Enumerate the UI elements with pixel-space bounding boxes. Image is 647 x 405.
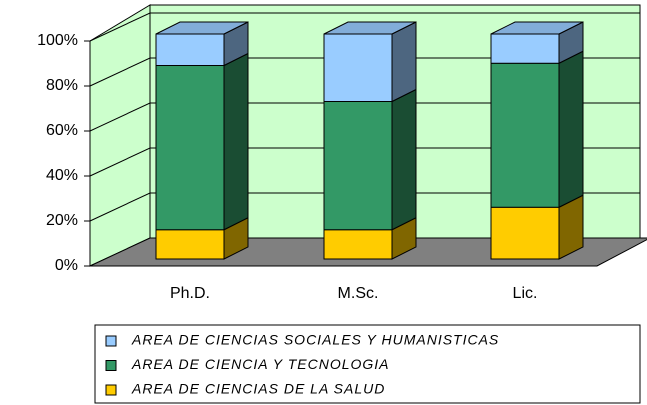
grid-line [89,57,640,87]
legend-swatch [105,384,117,396]
grid-line [89,12,640,42]
bar-side [223,52,249,231]
legend [94,324,641,404]
grid-line [89,102,640,132]
bar-top [323,21,417,35]
bar-top [155,21,249,35]
grid-line [89,147,640,177]
bar [490,33,560,64]
x-tick-label: M.Sc. [338,285,379,302]
y-tick-label: 60% [46,122,78,139]
bar [155,229,225,260]
bar [155,65,225,231]
y-tick-label: 40% [46,167,78,184]
legend-label: AREA DE CIENCIA Y TECNOLOGIA [131,356,390,372]
legend-swatch [105,335,117,347]
bar [490,62,560,208]
bar-side [558,50,584,209]
bar [490,206,560,260]
bar [323,229,393,260]
y-tick-label: 20% [46,212,78,229]
legend-label: AREA DE CIENCIAS DE LA SALUD [131,381,385,397]
bar [323,33,393,102]
bar [323,101,393,231]
legend-label: AREA DE CIENCIAS SOCIALES Y HUMANISTICAS [131,332,499,348]
x-tick-label: Lic. [513,285,538,302]
y-tick-label: 80% [46,77,78,94]
legend-swatch [105,360,117,371]
bar [155,33,225,66]
bar-side [391,21,417,103]
bar-top [490,21,584,35]
y-tick-label: 0% [55,257,78,274]
x-tick-label: Ph.D. [170,285,210,302]
bar-side [391,88,417,231]
grid-line [89,192,640,222]
side-wall [89,4,151,267]
y-tick-label: 100% [37,32,78,49]
